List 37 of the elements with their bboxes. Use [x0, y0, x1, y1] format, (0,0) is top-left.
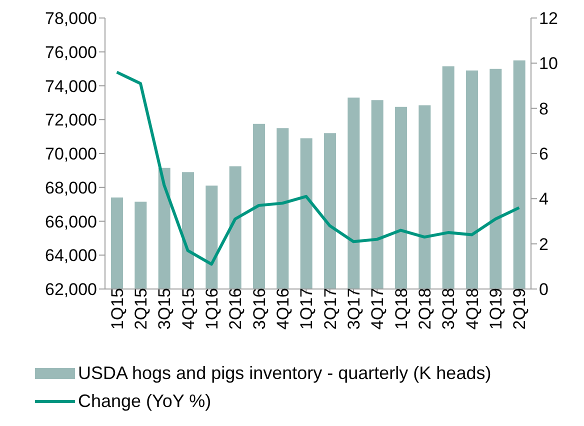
- x-tick-label: 2Q15: [132, 288, 151, 330]
- x-tick-label: 4Q17: [368, 288, 388, 330]
- x-tick-label: 3Q18: [439, 288, 458, 330]
- y-tick-label: 74,000: [45, 76, 97, 96]
- x-tick-label: 2Q19: [510, 288, 530, 330]
- y2-tick-label: 2: [539, 234, 548, 254]
- x-tick-label: 1Q15: [108, 288, 127, 330]
- y-tick-label: 66,000: [45, 212, 97, 232]
- x-tick-label: 3Q15: [155, 288, 174, 330]
- line-series: [115, 70, 521, 266]
- y2-tick-label: 8: [539, 99, 548, 118]
- x-tick-label: 1Q17: [297, 288, 316, 330]
- legend-label: Change (YoY %): [78, 390, 212, 413]
- x-tick-label: 2Q17: [320, 288, 340, 330]
- y2-tick-label: 10: [539, 54, 558, 74]
- x-tick-label: 4Q15: [178, 288, 198, 330]
- x-tick-label: 4Q16: [274, 288, 293, 330]
- y-tick-label: 78,000: [45, 9, 97, 28]
- y2-tick-label: 6: [539, 144, 548, 164]
- y-tick-label: 62,000: [45, 280, 97, 300]
- x-tick-label: 2Q18: [416, 288, 435, 330]
- x-tick-label: 3Q16: [250, 288, 269, 330]
- x-tick-label: 1Q19: [486, 288, 506, 330]
- y2-tick-label: 0: [539, 280, 548, 300]
- x-tick-label: 2Q16: [226, 288, 246, 330]
- y-tick-label: 76,000: [45, 42, 97, 62]
- y2-tick-label: 4: [539, 190, 548, 209]
- x-tick-label: 1Q16: [202, 288, 222, 330]
- x-tick-label: 4Q18: [462, 288, 482, 330]
- y-tick-label: 64,000: [45, 246, 97, 266]
- y2-tick-label: 12: [539, 9, 558, 28]
- y-tick-label: 72,000: [45, 110, 97, 130]
- x-tick-label: 3Q17: [344, 288, 364, 330]
- x-tick-label: 1Q18: [392, 288, 411, 330]
- y-tick-label: 68,000: [45, 178, 97, 198]
- y-tick-label: 70,000: [45, 144, 97, 164]
- legend-label: USDA hogs and pigs inventory - quarterly (K heads): [78, 362, 492, 385]
